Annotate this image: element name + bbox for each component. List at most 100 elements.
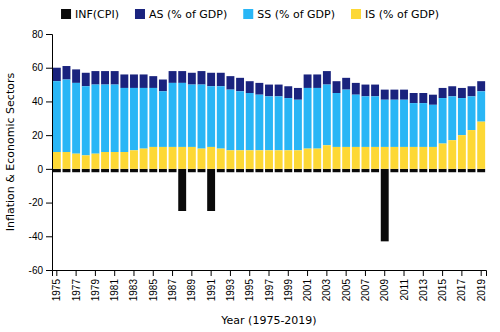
- x-tick-label: 1991: [206, 279, 217, 302]
- x-tick-mark: [481, 270, 482, 276]
- bar: [111, 152, 119, 169]
- bar: [304, 74, 312, 87]
- x-tick-label: 1999: [283, 279, 294, 302]
- bar: [323, 169, 331, 172]
- bar: [439, 144, 447, 169]
- bar: [53, 152, 61, 169]
- bar: [390, 100, 398, 147]
- bar: [323, 85, 331, 146]
- bar: [236, 169, 244, 172]
- bar: [101, 71, 109, 84]
- x-tick-label: 1987: [167, 279, 178, 302]
- legend-swatch: [135, 9, 145, 19]
- bar: [342, 169, 350, 172]
- bar: [178, 169, 186, 211]
- x-tick-label: 1993: [225, 279, 236, 302]
- y-tick: 40: [32, 96, 52, 107]
- bar: [236, 150, 244, 169]
- bar: [468, 169, 476, 172]
- x-axis-title: Year (1975-2019): [220, 314, 316, 327]
- x-tick: 2009: [379, 270, 390, 301]
- bar: [477, 81, 485, 91]
- bar: [313, 74, 321, 87]
- bar-series: [53, 80, 485, 156]
- x-tick-label: 2001: [302, 279, 313, 302]
- bar: [294, 88, 302, 100]
- bar: [265, 96, 273, 150]
- x-tick-mark: [114, 270, 115, 276]
- x-tick-label: 2013: [418, 279, 429, 302]
- bar: [246, 81, 254, 93]
- x-tick: 1993: [225, 270, 236, 301]
- bar: [400, 90, 408, 100]
- bar: [458, 98, 466, 135]
- x-tick: 2015: [437, 270, 448, 301]
- bar: [284, 86, 292, 98]
- bar: [381, 147, 389, 169]
- x-tick: 1989: [186, 270, 197, 301]
- y-tick-label: 80: [32, 29, 44, 40]
- bar: [439, 98, 447, 144]
- x-tick: 1975: [51, 270, 62, 301]
- bar: [333, 93, 341, 147]
- bar: [333, 147, 341, 169]
- bar: [294, 150, 302, 169]
- x-tick-label: 2015: [437, 279, 448, 302]
- x-tick-label: 1975: [51, 279, 62, 302]
- bar: [381, 90, 389, 100]
- x-tick-label: 2003: [321, 279, 332, 302]
- bar: [468, 130, 476, 169]
- legend-swatch: [243, 9, 253, 19]
- x-tick: 2011: [399, 270, 410, 301]
- bar: [140, 88, 148, 149]
- y-tick-mark: [46, 135, 52, 136]
- bar: [477, 122, 485, 169]
- x-tick-label: 2009: [379, 279, 390, 302]
- x-tick-mark: [326, 270, 327, 276]
- y-tick: 60: [32, 62, 52, 73]
- bar: [226, 76, 234, 89]
- bar: [91, 154, 99, 169]
- bar: [477, 91, 485, 121]
- bar: [53, 169, 61, 172]
- bar: [313, 169, 321, 172]
- y-tick: 0: [37, 164, 52, 175]
- bar: [111, 71, 119, 84]
- x-tick: 2001: [302, 270, 313, 301]
- y-tick: 80: [32, 29, 52, 40]
- bar: [352, 147, 360, 169]
- bar: [120, 152, 128, 169]
- bar: [217, 73, 225, 86]
- bar: [198, 85, 206, 149]
- x-axis-line: [53, 271, 487, 277]
- bar: [149, 76, 157, 88]
- bar: [149, 169, 157, 172]
- x-tick-label: 2019: [476, 279, 487, 302]
- bar: [91, 169, 99, 172]
- bar: [63, 80, 71, 152]
- y-tick-label: 0: [37, 164, 43, 175]
- bar: [275, 150, 283, 169]
- x-tick-label: 1989: [186, 279, 197, 302]
- x-tick-label: 2017: [456, 279, 467, 302]
- bar: [323, 71, 331, 84]
- x-tick: 1979: [90, 270, 101, 301]
- bar: [468, 86, 476, 96]
- bar: [429, 147, 437, 169]
- bar: [207, 73, 215, 86]
- x-tick: 1985: [148, 270, 159, 301]
- bar-series: [53, 122, 485, 169]
- y-tick-label: 20: [32, 130, 44, 141]
- bar: [352, 83, 360, 95]
- y-tick: -40: [29, 231, 52, 242]
- bar: [53, 81, 61, 152]
- bar: [82, 155, 90, 168]
- bar: [82, 86, 90, 155]
- bar: [140, 149, 148, 169]
- x-tick-mark: [76, 270, 77, 276]
- bar: [255, 95, 263, 151]
- x-tick-label: 1995: [244, 279, 255, 302]
- bar: [207, 169, 215, 211]
- bar: [448, 96, 456, 140]
- y-tick: -60: [29, 265, 52, 276]
